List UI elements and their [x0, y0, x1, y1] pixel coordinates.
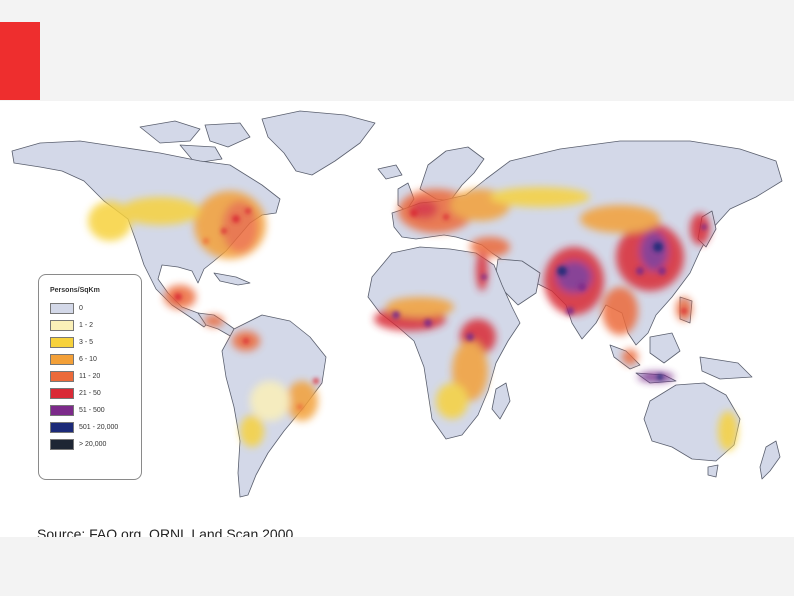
- legend-label: 0: [79, 305, 83, 312]
- australia-landmass: [643, 382, 741, 462]
- new-guinea-landmass: [699, 356, 753, 380]
- legend-item: 51 - 500: [50, 402, 133, 419]
- legend-label: 501 - 20,000: [79, 424, 119, 431]
- legend-label: 51 - 500: [79, 407, 105, 414]
- arctic-island-landmass: [204, 122, 251, 148]
- legend-label: 21 - 50: [79, 390, 101, 397]
- legend-label: 1 - 2: [79, 322, 94, 329]
- legend-label: 11 - 20: [79, 373, 101, 380]
- iceland-landmass: [377, 164, 403, 180]
- legend-swatch: [50, 371, 74, 382]
- density-overlay: [88, 187, 738, 451]
- legend-swatch: [50, 405, 74, 416]
- legend-item: 3 - 5: [50, 334, 133, 351]
- legend-swatch: [50, 337, 74, 348]
- tasmania-landmass: [707, 464, 719, 478]
- legend-swatch: [50, 422, 74, 433]
- legend-item: 1 - 2: [50, 317, 133, 334]
- legend-item: 21 - 50: [50, 385, 133, 402]
- legend-swatch: [50, 388, 74, 399]
- legend-title: Persons/SqKm: [50, 287, 100, 294]
- legend-label: 3 - 5: [79, 339, 94, 346]
- legend-rows: 0 1 - 2 3 - 5 6 - 10 11 - 20 21 - 50 51 - 500 5…: [50, 300, 133, 453]
- world-population-density-map: [11, 110, 783, 498]
- source-caption: Source: FAO.org, ORNL Land.Scan 2000: [37, 526, 294, 537]
- legend-item: 0: [50, 300, 133, 317]
- legend-item: 6 - 10: [50, 351, 133, 368]
- legend-item: 11 - 20: [50, 368, 133, 385]
- new-zealand-landmass: [759, 440, 781, 480]
- greenland-landmass: [261, 110, 376, 176]
- legend-item: > 20,000: [50, 436, 133, 453]
- borneo-landmass: [649, 332, 681, 364]
- legend-swatch: [50, 439, 74, 450]
- map-panel: Persons/SqKm 0 1 - 2 3 - 5 6 - 10 11 - 20 21 …: [0, 101, 794, 537]
- caribbean-landmass: [213, 272, 251, 286]
- legend-swatch: [50, 354, 74, 365]
- legend-label: 6 - 10: [79, 356, 97, 363]
- legend-item: 501 - 20,000: [50, 419, 133, 436]
- madagascar-landmass: [491, 382, 511, 420]
- arctic-island-landmass: [139, 120, 201, 144]
- legend-swatch: [50, 320, 74, 331]
- legend-label: > 20,000: [79, 441, 107, 448]
- arctic-island-landmass: [179, 144, 223, 164]
- legend-swatch: [50, 303, 74, 314]
- map-legend: Persons/SqKm 0 1 - 2 3 - 5 6 - 10 11 - 20 21 …: [38, 274, 142, 480]
- accent-bar: [0, 22, 40, 100]
